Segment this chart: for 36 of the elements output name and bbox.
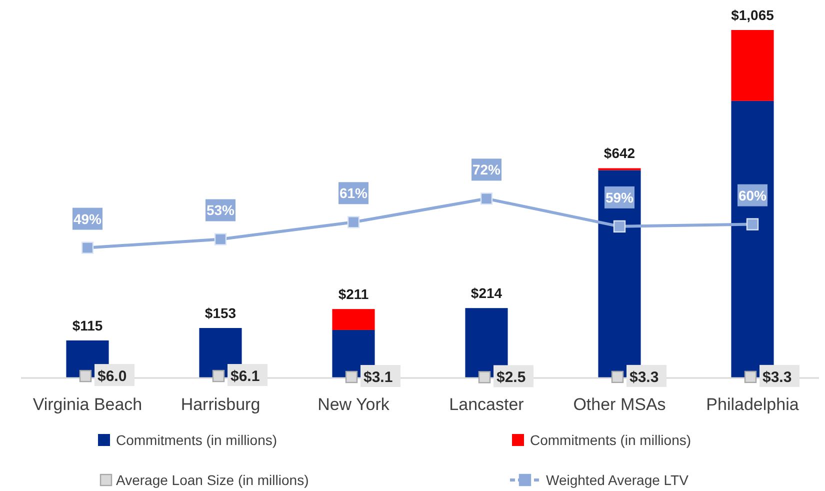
x-tick-label: Virginia Beach: [32, 395, 142, 414]
data-label: 72%: [472, 162, 502, 178]
point: [347, 216, 360, 228]
legend-label: Commitments (in millions): [530, 432, 692, 448]
legend-label: Average Loan Size (in millions): [116, 472, 309, 488]
point: [746, 218, 759, 230]
data-label: $6.0: [98, 368, 127, 386]
data-label: $3.1: [364, 368, 393, 386]
data-label: 49%: [73, 210, 102, 227]
data-label: 61%: [339, 185, 368, 202]
legend-label: Weighted Average LTV: [546, 472, 690, 488]
point: [81, 242, 94, 254]
point: [480, 192, 493, 205]
data-label: 53%: [206, 202, 236, 218]
bar: [731, 30, 774, 101]
data-label: $2.5: [496, 369, 526, 386]
x-tick-label: Harrisburg: [180, 395, 260, 414]
legend-label: Commitments (in millions): [116, 432, 278, 448]
total-label: $211: [338, 286, 369, 302]
total-label: $153: [204, 305, 236, 322]
point: [214, 233, 227, 246]
total-label: $642: [604, 145, 636, 162]
data-label: 59%: [605, 189, 634, 206]
data-label: $3.3: [762, 368, 792, 386]
data-label: $3.3: [630, 368, 659, 386]
total-label: $1,065: [731, 7, 774, 23]
x-tick-label: New York: [318, 395, 390, 414]
x-tick-label: Lancaster: [449, 395, 524, 414]
bar: [332, 309, 375, 330]
x-tick-label: Philadelphia: [706, 395, 800, 414]
x-tick-label: Other MSAs: [573, 395, 666, 414]
total-label: $115: [72, 317, 103, 334]
data-label: 60%: [738, 187, 768, 204]
data-label: $6.1: [230, 368, 260, 386]
total-label: $214: [470, 285, 502, 302]
point: [613, 220, 626, 233]
